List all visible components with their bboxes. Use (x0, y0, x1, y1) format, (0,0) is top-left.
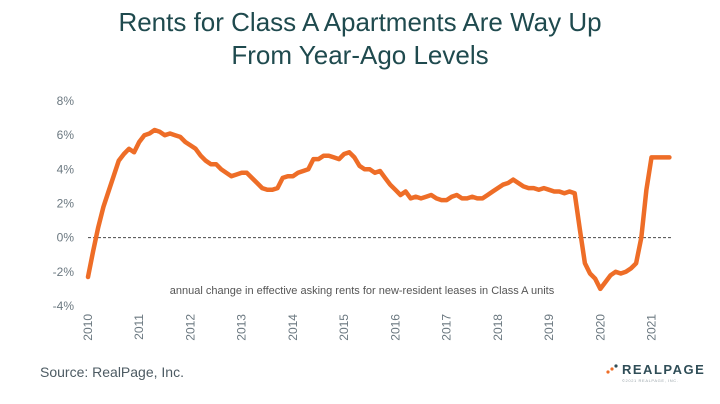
source-note: Source: RealPage, Inc. (40, 364, 184, 380)
chart-title-line2: From Year-Ago Levels (231, 40, 489, 70)
y-tick-label: 4% (57, 162, 75, 176)
logo-wordmark: REALPAGE (622, 362, 706, 377)
x-tick-label: 2013 (235, 314, 249, 341)
x-tick-label: 2014 (286, 314, 300, 341)
realpage-logo: REALPAGE ©2021 REALPAGE, INC. (606, 360, 704, 388)
x-tick-label: 2016 (388, 314, 402, 341)
x-tick-label: 2021 (645, 314, 659, 341)
x-tick-label: 2020 (593, 314, 607, 341)
chart-annotation: annual change in effective asking rents … (170, 285, 555, 297)
y-tick-label: 2% (57, 197, 75, 211)
y-tick-label: 8% (57, 94, 75, 108)
chart-title: Rents for Class A Apartments Are Way Up … (0, 6, 720, 72)
x-tick-label: 2015 (337, 314, 351, 341)
logo-subtext: ©2021 REALPAGE, INC. (622, 378, 679, 383)
x-tick-label: 2019 (542, 314, 556, 341)
y-tick-label: -4% (53, 299, 75, 313)
x-tick-label: 2017 (440, 314, 454, 341)
x-tick-label: 2010 (81, 314, 95, 341)
y-tick-label: 6% (57, 128, 75, 142)
series-group (85, 127, 672, 292)
y-axis: -4% -2% 0% 2% 4% 6% 8% (53, 94, 75, 313)
logo-dots-icon (606, 364, 618, 374)
y-tick-label: 0% (57, 231, 75, 245)
y-tick-label: -2% (53, 265, 75, 279)
series-line (85, 127, 672, 292)
x-tick-label: 2011 (132, 314, 146, 340)
x-tick-label: 2018 (491, 314, 505, 341)
chart-title-line1: Rents for Class A Apartments Are Way Up (118, 7, 602, 37)
x-axis: 2010 2011 2012 2013 2014 2015 2016 2017 2018 2019… (81, 314, 659, 341)
x-tick-label: 2012 (183, 314, 197, 341)
